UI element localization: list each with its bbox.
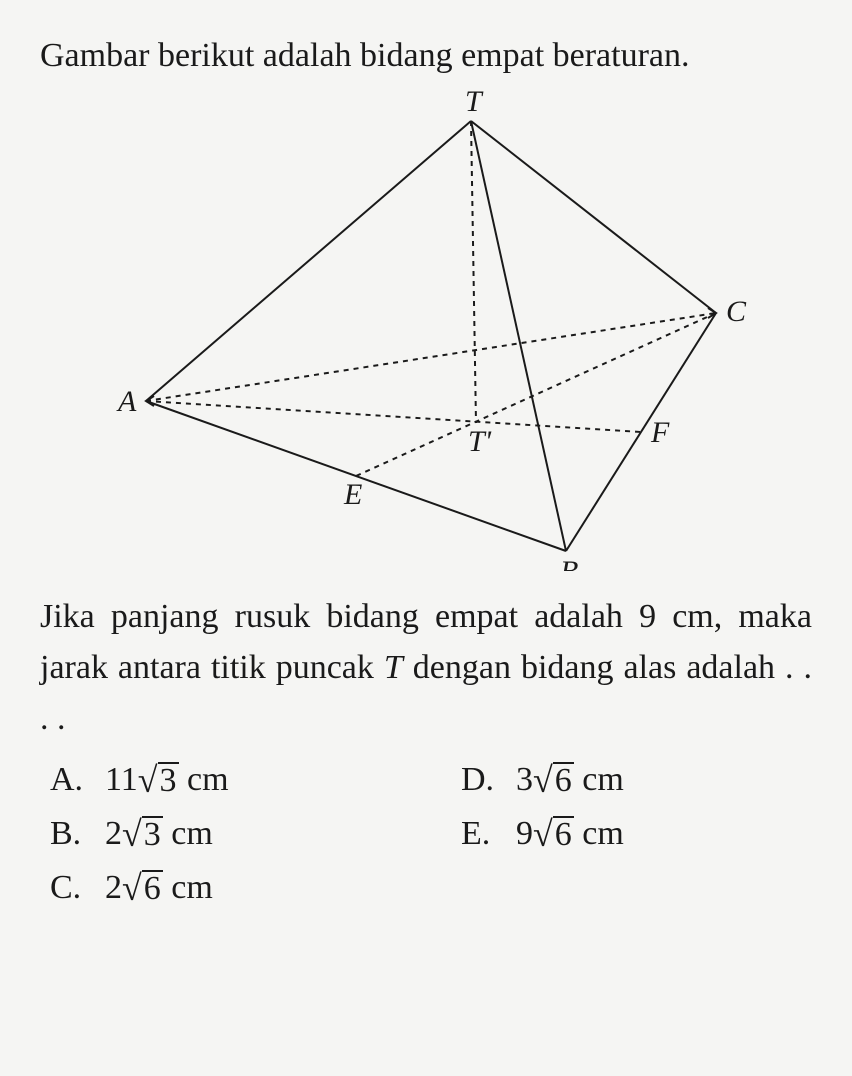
diagram-container: T A B C T' E F [40, 91, 812, 571]
option-c-unit [163, 869, 172, 907]
sqrt-icon: √ [533, 813, 553, 855]
option-b-unit [163, 815, 172, 853]
option-a-unit [179, 761, 188, 799]
svg-text:A: A [116, 385, 137, 418]
option-c-coef: 2 [105, 869, 122, 907]
option-d-radicand: 6 [553, 762, 574, 798]
sqrt-icon: √ [122, 867, 142, 909]
svg-text:C: C [726, 295, 747, 328]
option-d: D. 3√6 cm [461, 759, 812, 801]
svg-text:B: B [560, 555, 578, 571]
prompt-variable: T [384, 649, 403, 686]
svg-text:E: E [343, 478, 362, 511]
option-letter-d: D. [461, 761, 516, 799]
option-d-coef: 3 [516, 761, 533, 799]
option-c: C. 2√6 cm [50, 867, 401, 909]
question-intro: Gambar berikut adalah bidang empat berat… [40, 30, 812, 81]
option-letter-e: E. [461, 815, 516, 853]
option-a-radicand: 3 [158, 762, 179, 798]
options-grid: A. 11√3 cm D. 3√6 cm B. 2√3 cm E. 9√6 cm… [40, 759, 812, 909]
option-c-radicand: 6 [142, 870, 163, 906]
option-b: B. 2√3 cm [50, 813, 401, 855]
svg-text:F: F [650, 416, 670, 449]
option-letter-a: A. [50, 761, 105, 799]
sqrt-icon: √ [122, 813, 142, 855]
option-b-coef: 2 [105, 815, 122, 853]
sqrt-icon: √ [533, 759, 553, 801]
option-letter-b: B. [50, 815, 105, 853]
option-e-coef: 9 [516, 815, 533, 853]
option-d-unit [574, 761, 583, 799]
option-a: A. 11√3 cm [50, 759, 401, 801]
svg-text:T: T [465, 91, 484, 118]
svg-text:T': T' [468, 425, 492, 458]
sqrt-icon: √ [138, 759, 158, 801]
option-e-radicand: 6 [553, 816, 574, 852]
option-letter-c: C. [50, 869, 105, 907]
option-e: E. 9√6 cm [461, 813, 812, 855]
option-b-radicand: 3 [142, 816, 163, 852]
option-a-coef: 11 [105, 761, 138, 799]
question-prompt: Jika panjang rusuk bidang empat adalah 9… [40, 591, 812, 744]
tetrahedron-diagram: T A B C T' E F [76, 91, 776, 571]
option-e-unit [574, 815, 583, 853]
